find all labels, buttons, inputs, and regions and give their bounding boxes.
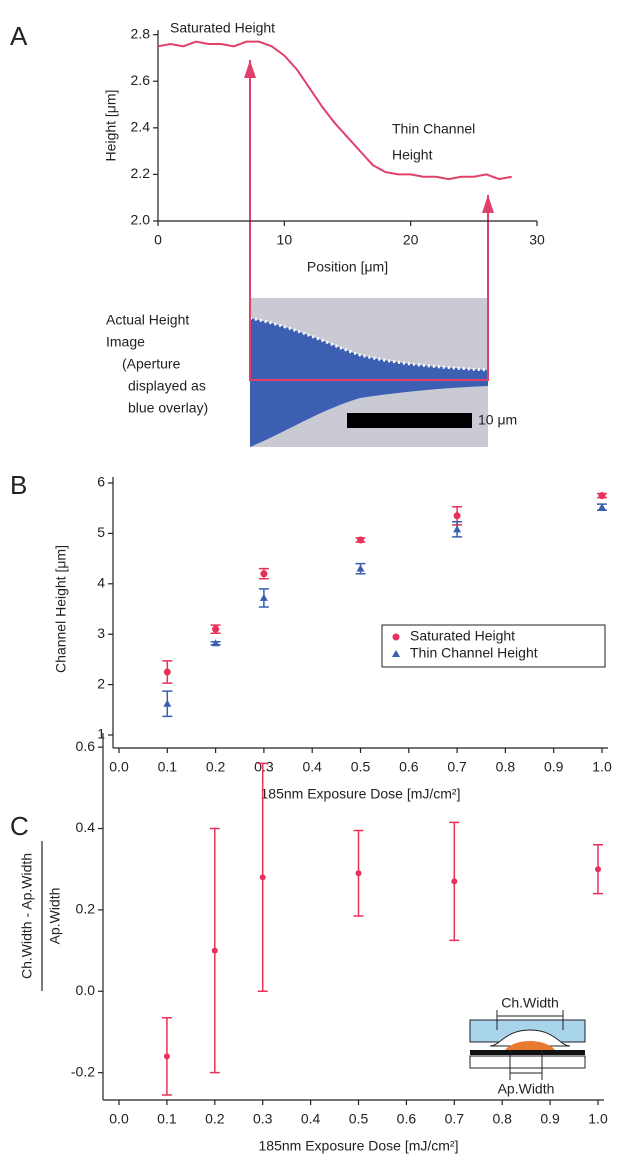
y-tick-label: 2.0 [131,212,151,228]
image-caption: Actual Height [106,312,189,328]
panel-label: C [10,811,29,841]
marker [598,503,606,511]
image-caption: (Aperture [122,356,181,372]
y-tick-label: 2 [97,675,105,691]
x-tick-label: 0.1 [158,759,178,775]
y-tick-label: 2.6 [131,72,151,88]
x-tick-label: 0 [154,232,162,248]
x-tick-label: 0.3 [254,759,274,775]
inset-diagram: Ch.Width Ap.Width [469,995,586,1097]
marker [453,525,462,533]
x-tick-label: 0.6 [397,1111,417,1127]
x-tick-label: 0.4 [302,759,322,775]
x-tick-label: 20 [403,232,419,248]
marker [163,668,171,676]
inset-dimension-lines [496,1010,564,1080]
scale-bar-label: 10 μm [478,412,517,428]
x-tick-label: 0.2 [205,1111,225,1127]
y-axis-label: Ch.Width - Ap.Width [19,853,35,979]
y-axis-label: Height [μm] [103,90,119,162]
marker [451,878,458,885]
x-tick-label: 0.5 [351,759,371,775]
image-caption: displayed as [128,378,206,394]
y-tick-label: 2.4 [131,119,151,135]
y-tick-label: 0.6 [76,738,96,754]
panel-label: B [10,470,27,500]
x-tick-label: 0.2 [206,759,226,775]
image-caption: Image [106,334,145,350]
y-tick-label: 1 [97,726,105,742]
x-tick-label: 0.0 [109,1111,129,1127]
marker [357,536,364,544]
marker [356,564,365,572]
x-tick-label: 1.0 [592,759,612,775]
y-tick-label: 0.0 [76,982,96,998]
y-tick-label: 3 [97,625,105,641]
profile-line [157,40,512,181]
marker [259,874,266,881]
x-tick-label: 0.9 [544,759,564,775]
y-axis-label: Channel Height [μm] [53,545,69,673]
annotation: Thin Channel [392,121,475,137]
y-tick-label: 2.8 [131,25,151,41]
inset-label: Ap.Width [498,1081,555,1097]
inset-substrate [469,1055,586,1069]
legend-marker [392,633,400,641]
marker [163,699,172,707]
height-image: 10 μm [244,60,517,447]
x-tick-label: 0.7 [447,759,467,775]
x-tick-label: 0.0 [109,759,129,775]
x-tick-label: 0.5 [349,1111,369,1127]
aperture-overlay [250,318,488,447]
x-tick-label: 0.9 [540,1111,560,1127]
marker [212,625,220,633]
x-tick-label: 0.4 [301,1111,321,1127]
legend-box [381,624,606,668]
annotation: Height [392,147,433,163]
legend-label: Thin Channel Height [410,645,538,661]
guide-lines [249,60,489,381]
panel-label: A [10,21,28,51]
marker [259,593,268,601]
inset-channel [489,1029,571,1047]
x-tick-label: 10 [277,232,293,248]
x-tick-label: 0.6 [399,759,419,775]
inset-aperture [505,1041,555,1050]
y-tick-label: 0.2 [76,901,96,917]
y-tick-label: 5 [97,524,105,540]
scale-bar [347,413,472,428]
legend-label: Saturated Height [410,628,515,644]
x-tick-label: 0.7 [445,1111,465,1127]
marker [211,947,218,954]
marker [211,639,220,647]
y-tick-label: 6 [97,474,105,490]
y-tick-label: 4 [97,575,105,591]
image-edge [249,316,489,372]
x-axis-label: 185nm Exposure Dose [mJ/cm²] [261,786,461,802]
marker [453,512,461,520]
annotation: Saturated Height [170,20,275,36]
marker [355,870,362,877]
x-tick-label: 0.8 [496,759,516,775]
marker [260,570,268,578]
y-tick-label: -0.2 [71,1063,95,1079]
inset-label: Ch.Width [501,995,559,1011]
image-caption: blue overlay) [128,400,208,416]
inset-mask [470,1050,585,1055]
x-tick-label: 1.0 [588,1111,608,1127]
x-tick-label: 0.3 [253,1111,273,1127]
x-axis-label: Position [μm] [307,259,388,275]
x-tick-label: 30 [529,232,545,248]
x-tick-label: 0.1 [157,1111,177,1127]
legend-marker [392,650,400,657]
y-tick-label: 0.4 [76,819,96,835]
y-axis-label: Ap.Width [47,888,63,945]
x-tick-label: 0.8 [492,1111,512,1127]
marker [595,866,601,873]
marker [163,1053,170,1060]
marker [598,492,606,500]
y-tick-label: 2.2 [131,165,151,181]
x-axis-label: 185nm Exposure Dose [mJ/cm²] [259,1138,459,1154]
